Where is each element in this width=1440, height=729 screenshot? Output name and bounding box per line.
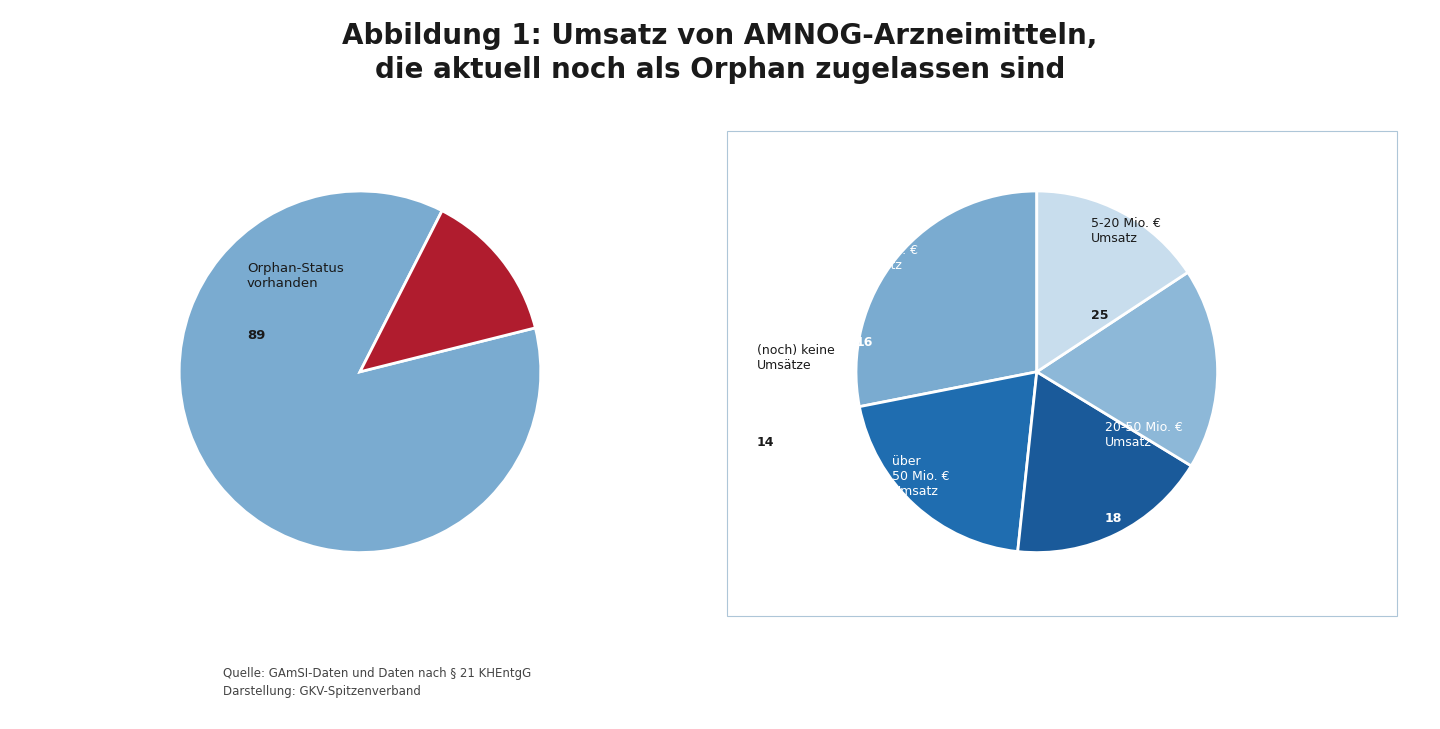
Text: Orphan-Status
vorhanden: Orphan-Status vorhanden bbox=[248, 262, 344, 290]
Text: Abbildung 1: Umsatz von AMNOG-Arzneimitteln,
die aktuell noch als Orphan zugelas: Abbildung 1: Umsatz von AMNOG-Arzneimitt… bbox=[343, 22, 1097, 85]
Text: 16: 16 bbox=[855, 336, 874, 349]
Wedge shape bbox=[860, 372, 1037, 552]
Text: 16: 16 bbox=[893, 601, 910, 614]
Text: 14: 14 bbox=[756, 436, 775, 448]
Text: 25: 25 bbox=[1092, 309, 1109, 322]
Bar bbox=[727, 131, 1397, 616]
Text: über
50 Mio. €
Umsatz: über 50 Mio. € Umsatz bbox=[893, 456, 949, 499]
Wedge shape bbox=[1037, 273, 1218, 466]
Wedge shape bbox=[360, 211, 536, 372]
Text: 89: 89 bbox=[248, 330, 265, 343]
Text: 5-20 Mio. €
Umsatz: 5-20 Mio. € Umsatz bbox=[1092, 217, 1161, 245]
Wedge shape bbox=[179, 191, 541, 553]
Text: 18: 18 bbox=[1104, 512, 1122, 526]
Wedge shape bbox=[1037, 191, 1188, 372]
Wedge shape bbox=[1018, 372, 1191, 553]
Text: Quelle: GAmSI-Daten und Daten nach § 21 KHEntgG
Darstellung: GKV-Spitzenverband: Quelle: GAmSI-Daten und Daten nach § 21 … bbox=[223, 667, 531, 698]
Text: 20-50 Mio. €
Umsatz: 20-50 Mio. € Umsatz bbox=[1104, 421, 1182, 448]
Text: 0-5 Mio. €
Umsatz: 0-5 Mio. € Umsatz bbox=[855, 244, 919, 273]
Wedge shape bbox=[855, 191, 1037, 407]
Text: Kein Orphan-
Status mehr: Kein Orphan- Status mehr bbox=[0, 344, 49, 372]
Text: (noch) keine
Umsätze: (noch) keine Umsätze bbox=[756, 344, 834, 372]
